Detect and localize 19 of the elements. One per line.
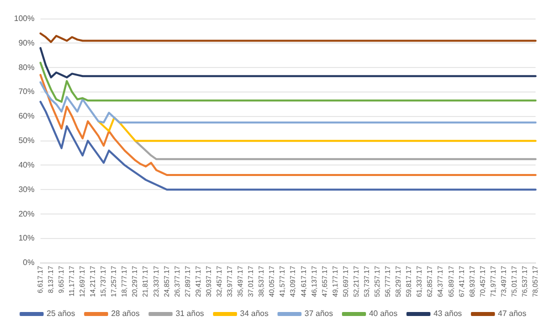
legend-label: 31 años: [176, 309, 204, 318]
y-tick-label: 40%: [18, 160, 34, 170]
y-tick-label: 80%: [18, 62, 34, 72]
y-tick-label: 70%: [18, 87, 34, 96]
legend-label: 34 años: [240, 309, 268, 318]
legend-label: 28 años: [111, 309, 140, 318]
y-tick-label: 30%: [18, 184, 34, 194]
legend-label: 47 años: [498, 309, 526, 318]
legend-label: 40 años: [368, 309, 398, 318]
y-tick-label: 10%: [18, 234, 34, 243]
y-tick-label: 50%: [18, 136, 34, 146]
y-tick-label: 100%: [14, 14, 34, 24]
legend-label: 43 años: [433, 309, 462, 318]
y-tick-label: 60%: [18, 112, 34, 121]
y-tick-label: 0%: [22, 258, 34, 268]
y-tick-label: 20%: [18, 209, 34, 218]
legend-label: 25 años: [46, 309, 76, 318]
y-tick-label: 90%: [18, 38, 34, 48]
legend-label: 37 años: [304, 309, 333, 318]
